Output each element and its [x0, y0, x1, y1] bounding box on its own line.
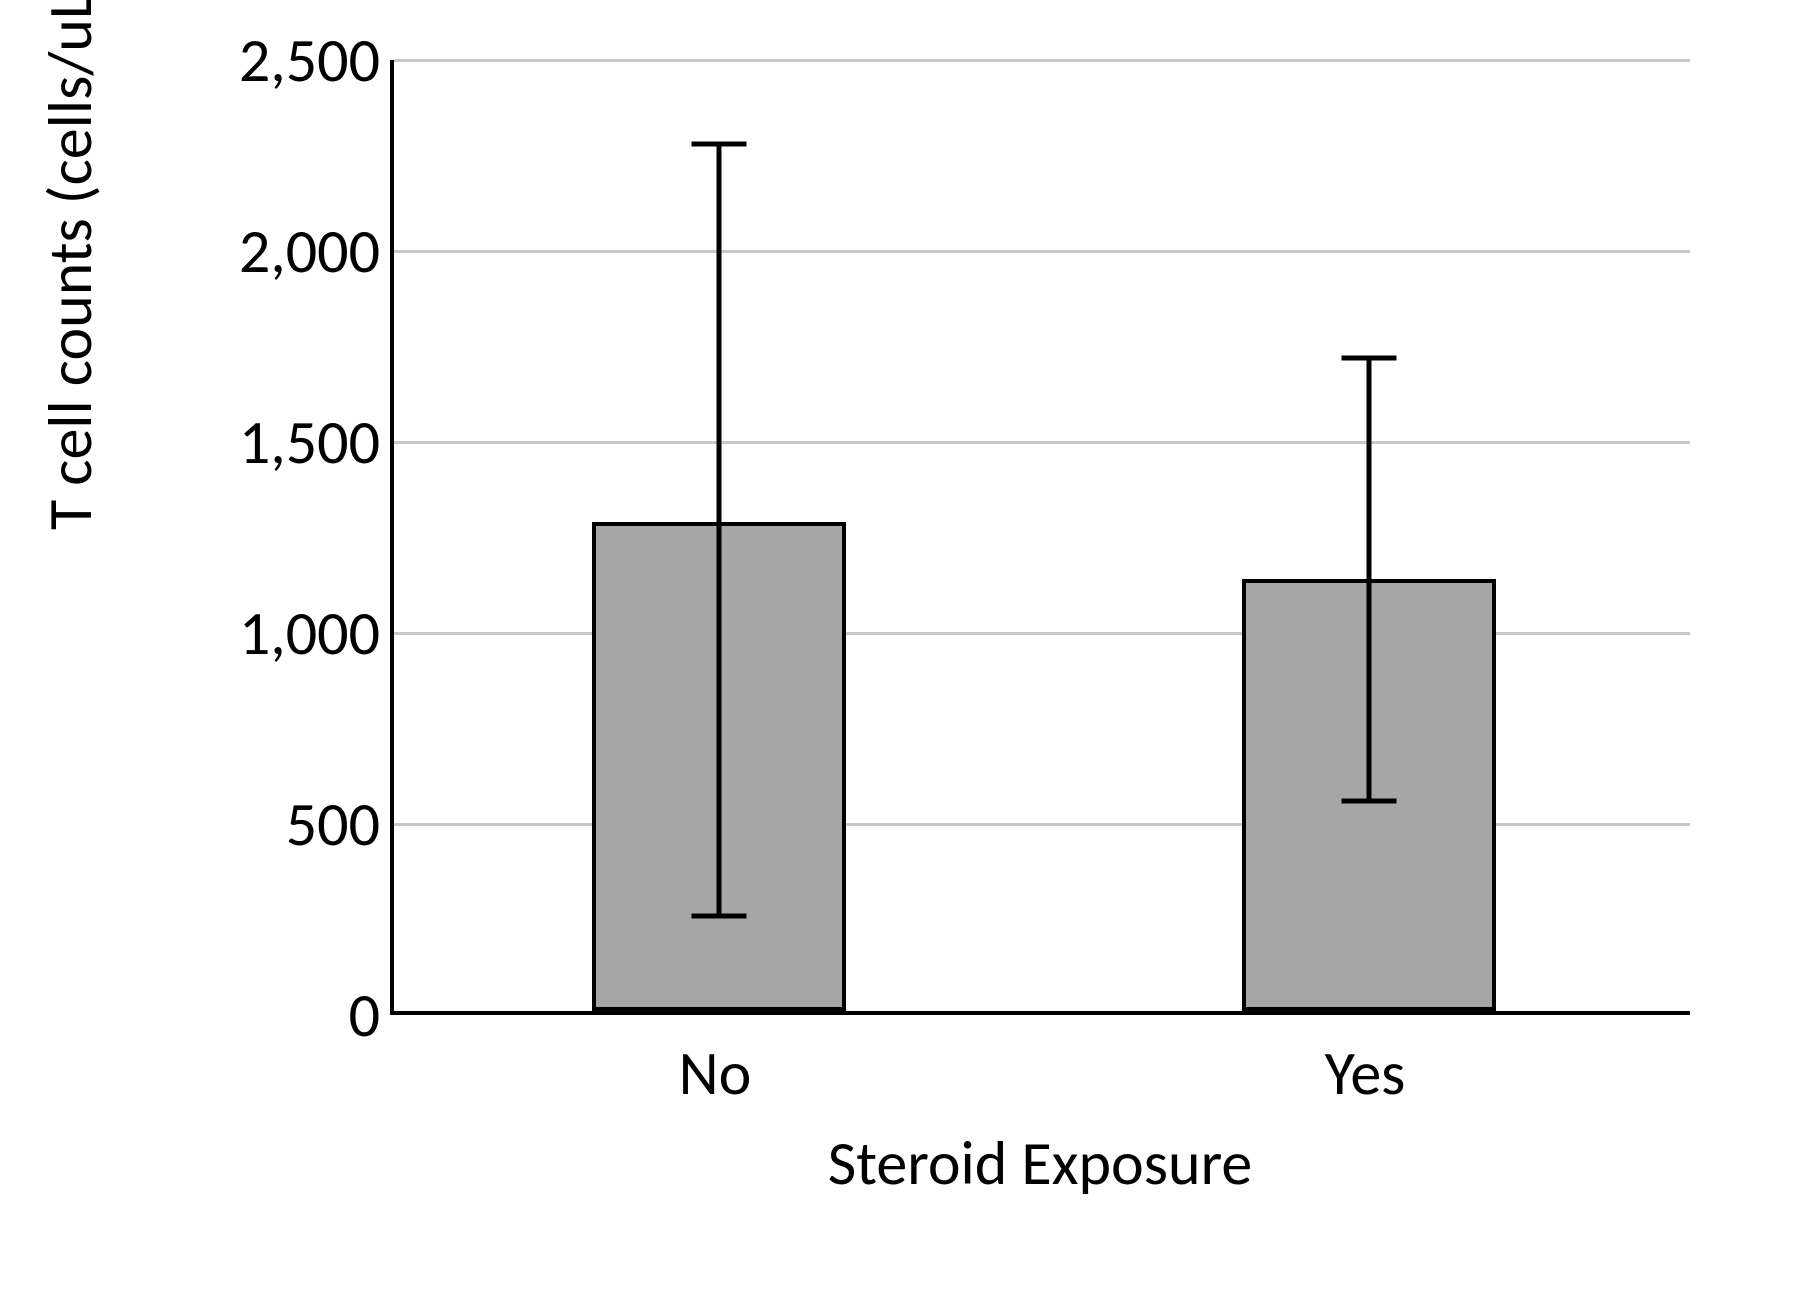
- error-bar-cap: [692, 913, 747, 918]
- error-bar-line: [717, 144, 722, 916]
- y-tick-label: 500: [286, 786, 380, 862]
- gridline: [394, 59, 1690, 62]
- error-bar-line: [1367, 358, 1372, 801]
- error-bar-cap: [692, 142, 747, 147]
- error-bar-cap: [1342, 799, 1397, 804]
- y-tick-label: 0: [349, 977, 380, 1053]
- x-tick-label: Yes: [1325, 1035, 1406, 1111]
- plot-area: [390, 60, 1690, 1015]
- gridline: [394, 250, 1690, 253]
- chart-container: T cell counts (cells/uL) Steroid Exposur…: [80, 30, 1720, 1270]
- y-tick-label: 2,000: [239, 213, 380, 289]
- y-tick-label: 1,500: [239, 404, 380, 480]
- y-tick-label: 1,000: [239, 595, 380, 671]
- y-axis-title: T cell counts (cells/uL): [32, 0, 108, 530]
- x-axis-title: Steroid Exposure: [828, 1125, 1252, 1201]
- gridline: [394, 441, 1690, 444]
- error-bar-cap: [1342, 355, 1397, 360]
- x-tick-label: No: [679, 1035, 752, 1111]
- y-tick-label: 2,500: [239, 22, 380, 98]
